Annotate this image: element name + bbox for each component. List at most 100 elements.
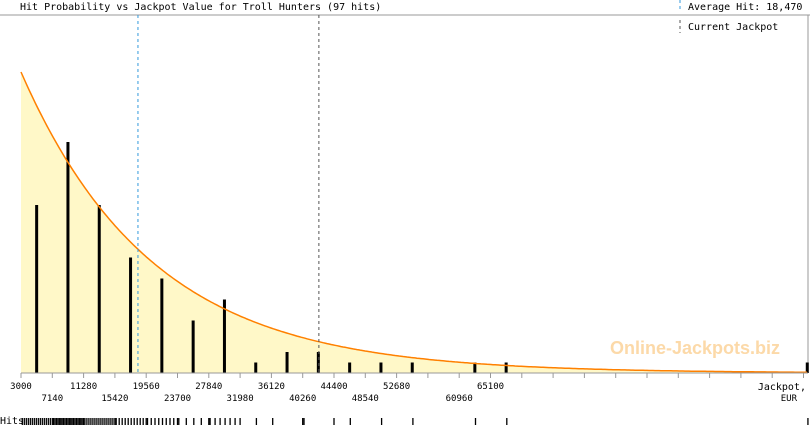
rug-tick: [64, 418, 66, 425]
rug-tick: [272, 418, 274, 425]
rug-tick: [21, 418, 23, 425]
rug-tick: [224, 418, 226, 425]
hit-bar: [160, 278, 164, 373]
hit-bar: [129, 257, 133, 373]
x-axis-unit: EUR: [781, 394, 798, 404]
hit-bar: [254, 362, 258, 373]
rug-tick: [90, 418, 92, 425]
chart-title: Hit Probability vs Jackpot Value for Tro…: [20, 2, 381, 13]
rug-tick: [67, 418, 69, 425]
rug-tick: [349, 418, 351, 425]
hit-bar: [97, 205, 101, 373]
legend-average: Average Hit: 18,470: [688, 2, 802, 13]
x-tick-label: 11280: [70, 382, 97, 392]
rug-tick: [68, 418, 70, 425]
rug-tick: [81, 418, 83, 425]
rug-tick: [62, 418, 65, 425]
rug-tick: [807, 418, 809, 425]
rug-tick: [65, 418, 68, 425]
rug-tick: [303, 418, 305, 425]
rug-tick: [77, 418, 79, 425]
rug-tick: [86, 418, 88, 425]
rug-tick: [108, 418, 110, 425]
rug-tick: [209, 418, 211, 425]
rug-tick: [88, 418, 90, 425]
x-tick-label: 19560: [133, 382, 160, 392]
rug-tick: [41, 418, 43, 425]
rug-tick: [102, 418, 104, 425]
rug-tick: [133, 418, 135, 425]
rug-tick: [219, 418, 221, 425]
rug-tick: [71, 418, 73, 425]
rug-tick: [29, 418, 31, 425]
rug-tick: [52, 418, 55, 425]
x-tick-label: 60960: [446, 394, 473, 404]
legend-current: Current Jackpot: [688, 22, 778, 33]
rug-tick: [229, 418, 231, 425]
x-tick-label: 27840: [195, 382, 222, 392]
probability-area: [21, 72, 808, 373]
rug-tick: [176, 418, 179, 425]
rug-tick: [115, 418, 117, 425]
rug-tick: [234, 418, 236, 425]
rug-tick: [214, 418, 216, 425]
rug-tick: [49, 418, 51, 425]
rug-tick: [112, 418, 114, 425]
rug-tick: [25, 418, 27, 425]
rug-tick: [173, 418, 175, 425]
x-tick-label: 36120: [258, 382, 285, 392]
rug-tick: [61, 418, 63, 425]
rug-tick: [193, 418, 195, 425]
rug-tick: [37, 418, 39, 425]
hit-bar: [473, 362, 477, 373]
watermark: Online-Jackpots.biz: [610, 338, 780, 358]
rug-tick: [23, 418, 25, 425]
x-tick-label: 52680: [383, 382, 410, 392]
rug-tick: [302, 418, 304, 425]
rug-tick: [121, 418, 123, 425]
rug-tick: [43, 418, 45, 425]
rug-tick: [139, 418, 141, 425]
rug-tick: [412, 418, 414, 425]
rug-tick: [31, 418, 33, 425]
x-tick-label: 23700: [164, 394, 191, 404]
rug-tick: [54, 418, 56, 425]
x-tick-label: 3000: [10, 382, 32, 392]
hit-bar: [410, 362, 414, 373]
probability-curve: [20, 71, 807, 373]
rug-tick: [45, 418, 47, 425]
rug-tick: [98, 418, 100, 425]
rug-tick: [127, 418, 129, 425]
hit-bar: [66, 142, 70, 373]
hit-bar: [285, 352, 289, 373]
rug-tick: [27, 418, 29, 425]
rug-tick: [78, 418, 80, 425]
rug-tick: [106, 418, 108, 425]
x-tick-label: 15420: [101, 394, 128, 404]
rug-tick: [104, 418, 106, 425]
rug-tick: [130, 418, 132, 425]
x-axis-label: Jackpot,: [758, 382, 806, 393]
rug-tick: [60, 418, 62, 425]
rug-tick: [33, 418, 35, 425]
rug-tick: [208, 418, 210, 425]
rug-tick: [35, 418, 37, 425]
rug-tick: [80, 418, 82, 425]
x-tick-label: 40260: [289, 394, 316, 404]
rug-tick: [96, 418, 98, 425]
x-tick-label: 65100: [477, 382, 504, 392]
rug-tick: [178, 418, 180, 425]
hit-bar: [504, 362, 508, 373]
rug-tick: [74, 418, 76, 425]
rug-tick: [169, 418, 171, 425]
rug-tick: [146, 418, 149, 425]
x-tick-label: 44400: [320, 382, 347, 392]
rug-tick: [39, 418, 41, 425]
rug-tick: [239, 418, 241, 425]
rug-tick: [75, 418, 78, 425]
hit-bar: [379, 362, 383, 373]
rug-tick: [150, 418, 152, 425]
rug-tick: [114, 418, 116, 425]
rug-tick: [51, 418, 53, 425]
